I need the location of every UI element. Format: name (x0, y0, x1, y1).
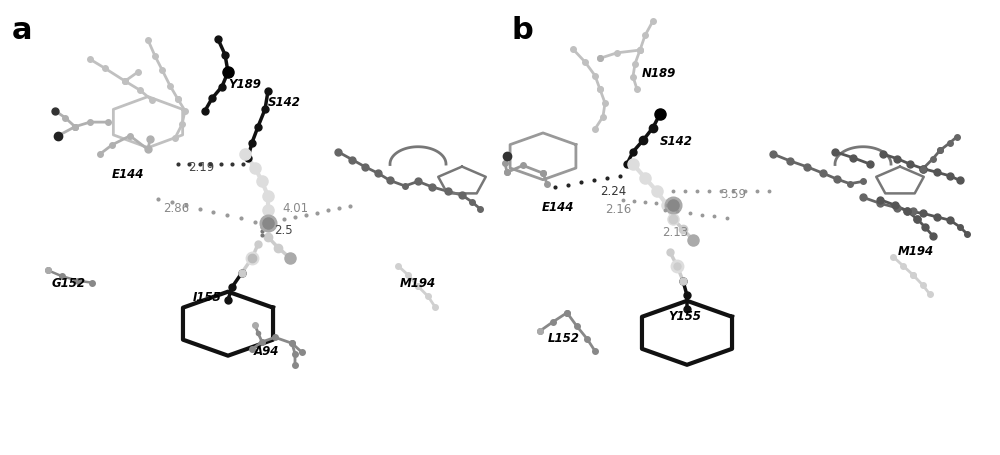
Text: E144: E144 (542, 201, 574, 213)
Text: 4.01: 4.01 (282, 202, 308, 214)
Text: M194: M194 (898, 245, 934, 258)
Text: 2.13: 2.13 (662, 226, 688, 238)
Text: Y189: Y189 (228, 78, 261, 91)
Text: M194: M194 (400, 277, 436, 289)
Text: 2.24: 2.24 (600, 185, 626, 197)
Text: A94: A94 (254, 344, 279, 357)
Text: 3.59: 3.59 (720, 188, 746, 201)
Text: I155: I155 (193, 290, 222, 303)
Text: S142: S142 (268, 96, 301, 109)
Text: a: a (12, 16, 32, 45)
Text: 2.19: 2.19 (188, 161, 214, 174)
Text: 2.5: 2.5 (274, 223, 293, 236)
Text: G152: G152 (52, 277, 86, 289)
Text: S142: S142 (660, 135, 693, 147)
Text: b: b (512, 16, 534, 45)
Text: E144: E144 (112, 167, 144, 180)
Text: L152: L152 (548, 331, 580, 344)
Text: Y155: Y155 (668, 310, 701, 323)
Text: N189: N189 (642, 67, 676, 80)
Text: 2.16: 2.16 (605, 203, 631, 216)
Text: 2.86: 2.86 (163, 202, 189, 214)
